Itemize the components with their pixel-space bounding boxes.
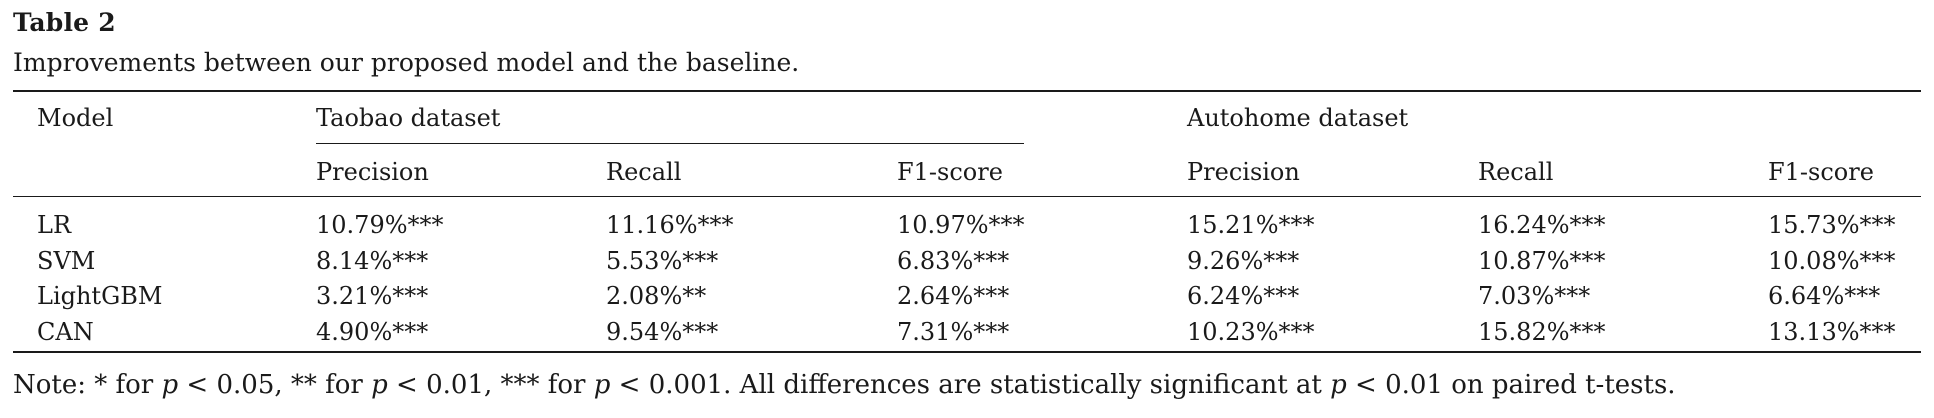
table-cell: 7.03%*** bbox=[1478, 282, 1591, 310]
header-taobao-f1: F1-score bbox=[897, 158, 1003, 186]
table-cell: 3.21%*** bbox=[316, 282, 429, 310]
top-rule bbox=[13, 90, 1921, 92]
row-model-svm: SVM bbox=[37, 247, 96, 275]
table-caption: Improvements between our proposed model … bbox=[13, 48, 800, 77]
table-cell: 10.97%*** bbox=[897, 211, 1025, 239]
table-cell: 10.87%*** bbox=[1478, 247, 1606, 275]
header-rule bbox=[13, 196, 1921, 197]
table-cell: 15.73%*** bbox=[1768, 211, 1896, 239]
table-cell: 13.13%*** bbox=[1768, 318, 1896, 346]
header-model: Model bbox=[37, 104, 114, 132]
table-cell: 11.16%*** bbox=[606, 211, 734, 239]
table-cell: 6.83%*** bbox=[897, 247, 1010, 275]
note-text-2: < 0.01, *** for bbox=[387, 370, 594, 400]
group1-rule bbox=[316, 143, 1024, 144]
header-autohome-precision: Precision bbox=[1187, 158, 1300, 186]
table-cell: 7.31%*** bbox=[897, 318, 1010, 346]
note-prefix: Note: * for bbox=[13, 370, 162, 400]
note-p-symbol: p bbox=[161, 370, 179, 400]
row-model-can: CAN bbox=[37, 318, 94, 346]
table-note: Note: * for p < 0.05, ** for p < 0.01, *… bbox=[13, 370, 1676, 400]
table-cell: 6.64%*** bbox=[1768, 282, 1881, 310]
table-cell: 10.08%*** bbox=[1768, 247, 1896, 275]
table-cell: 8.14%*** bbox=[316, 247, 429, 275]
table-cell: 16.24%*** bbox=[1478, 211, 1606, 239]
bottom-rule bbox=[13, 351, 1921, 353]
table-cell: 9.54%*** bbox=[606, 318, 719, 346]
table-cell: 4.90%*** bbox=[316, 318, 429, 346]
header-autohome-recall: Recall bbox=[1478, 158, 1554, 186]
note-text-4: < 0.01 on paired t-tests. bbox=[1346, 370, 1676, 400]
row-model-lr: LR bbox=[37, 211, 72, 239]
note-text-3: < 0.001. All differences are statistical… bbox=[610, 370, 1331, 400]
header-group-taobao: Taobao dataset bbox=[316, 104, 501, 132]
header-autohome-f1: F1-score bbox=[1768, 158, 1874, 186]
row-model-lightgbm: LightGBM bbox=[37, 282, 163, 310]
header-group-autohome: Autohome dataset bbox=[1187, 104, 1409, 132]
header-taobao-precision: Precision bbox=[316, 158, 429, 186]
table-cell: 2.08%** bbox=[606, 282, 707, 310]
table-cell: 15.21%*** bbox=[1187, 211, 1315, 239]
table-cell: 2.64%*** bbox=[897, 282, 1010, 310]
note-p-symbol: p bbox=[593, 370, 611, 400]
note-text-1: < 0.05, ** for bbox=[178, 370, 372, 400]
table-cell: 5.53%*** bbox=[606, 247, 719, 275]
table-cell: 10.79%*** bbox=[316, 211, 444, 239]
header-taobao-recall: Recall bbox=[606, 158, 682, 186]
table-label: Table 2 bbox=[13, 8, 116, 37]
table-cell: 10.23%*** bbox=[1187, 318, 1315, 346]
table-cell: 15.82%*** bbox=[1478, 318, 1606, 346]
table-cell: 9.26%*** bbox=[1187, 247, 1300, 275]
note-p-symbol: p bbox=[1330, 370, 1347, 400]
table-cell: 6.24%*** bbox=[1187, 282, 1300, 310]
note-p-symbol: p bbox=[371, 370, 388, 400]
